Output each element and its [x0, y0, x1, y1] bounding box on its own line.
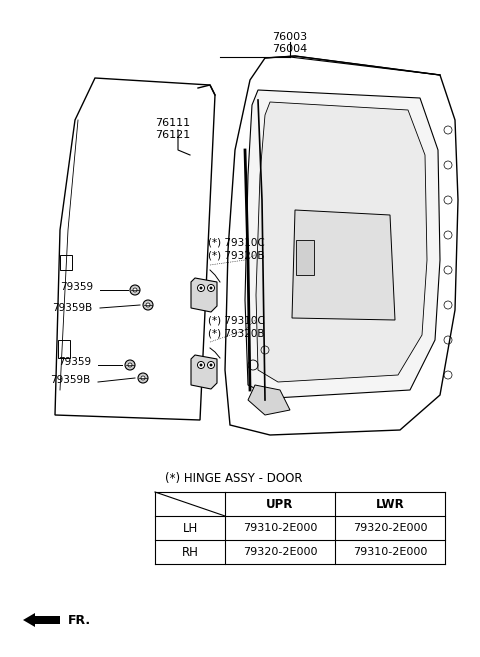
Text: 79320-2E000: 79320-2E000 — [353, 523, 427, 533]
Polygon shape — [248, 385, 290, 415]
Polygon shape — [191, 278, 217, 312]
Circle shape — [210, 287, 212, 289]
Text: 79310-2E000: 79310-2E000 — [353, 547, 427, 557]
Text: UPR: UPR — [266, 497, 294, 510]
Polygon shape — [191, 355, 217, 389]
Text: (*) HINGE ASSY - DOOR: (*) HINGE ASSY - DOOR — [165, 472, 302, 485]
Text: 79320-2E000: 79320-2E000 — [243, 547, 317, 557]
Circle shape — [200, 287, 202, 289]
Polygon shape — [256, 102, 427, 382]
Polygon shape — [245, 90, 440, 398]
Text: 79359B: 79359B — [50, 375, 90, 385]
Text: (*) 79310C
(*) 79320B: (*) 79310C (*) 79320B — [208, 315, 265, 338]
Circle shape — [207, 284, 215, 292]
Text: FR.: FR. — [68, 614, 91, 627]
Text: 79310-2E000: 79310-2E000 — [243, 523, 317, 533]
Text: 79359B: 79359B — [52, 303, 92, 313]
Circle shape — [133, 288, 137, 292]
Circle shape — [146, 303, 150, 307]
FancyArrow shape — [23, 613, 60, 627]
Circle shape — [210, 364, 212, 366]
Circle shape — [128, 363, 132, 367]
Text: RH: RH — [181, 545, 198, 558]
Text: 76003
76004: 76003 76004 — [272, 32, 308, 55]
Circle shape — [200, 364, 202, 366]
Text: LWR: LWR — [376, 497, 404, 510]
Text: 76111
76121: 76111 76121 — [155, 118, 190, 141]
Text: 79359: 79359 — [60, 282, 93, 292]
Bar — [296, 240, 314, 275]
Circle shape — [197, 284, 204, 292]
Text: 79359: 79359 — [58, 357, 91, 367]
Circle shape — [143, 300, 153, 310]
Circle shape — [130, 285, 140, 295]
Circle shape — [207, 361, 215, 369]
Circle shape — [141, 376, 145, 380]
Text: (*) 79310C
(*) 79320B: (*) 79310C (*) 79320B — [208, 238, 265, 260]
Circle shape — [138, 373, 148, 383]
Circle shape — [125, 360, 135, 370]
Polygon shape — [292, 210, 395, 320]
Circle shape — [197, 361, 204, 369]
Text: LH: LH — [182, 522, 198, 535]
